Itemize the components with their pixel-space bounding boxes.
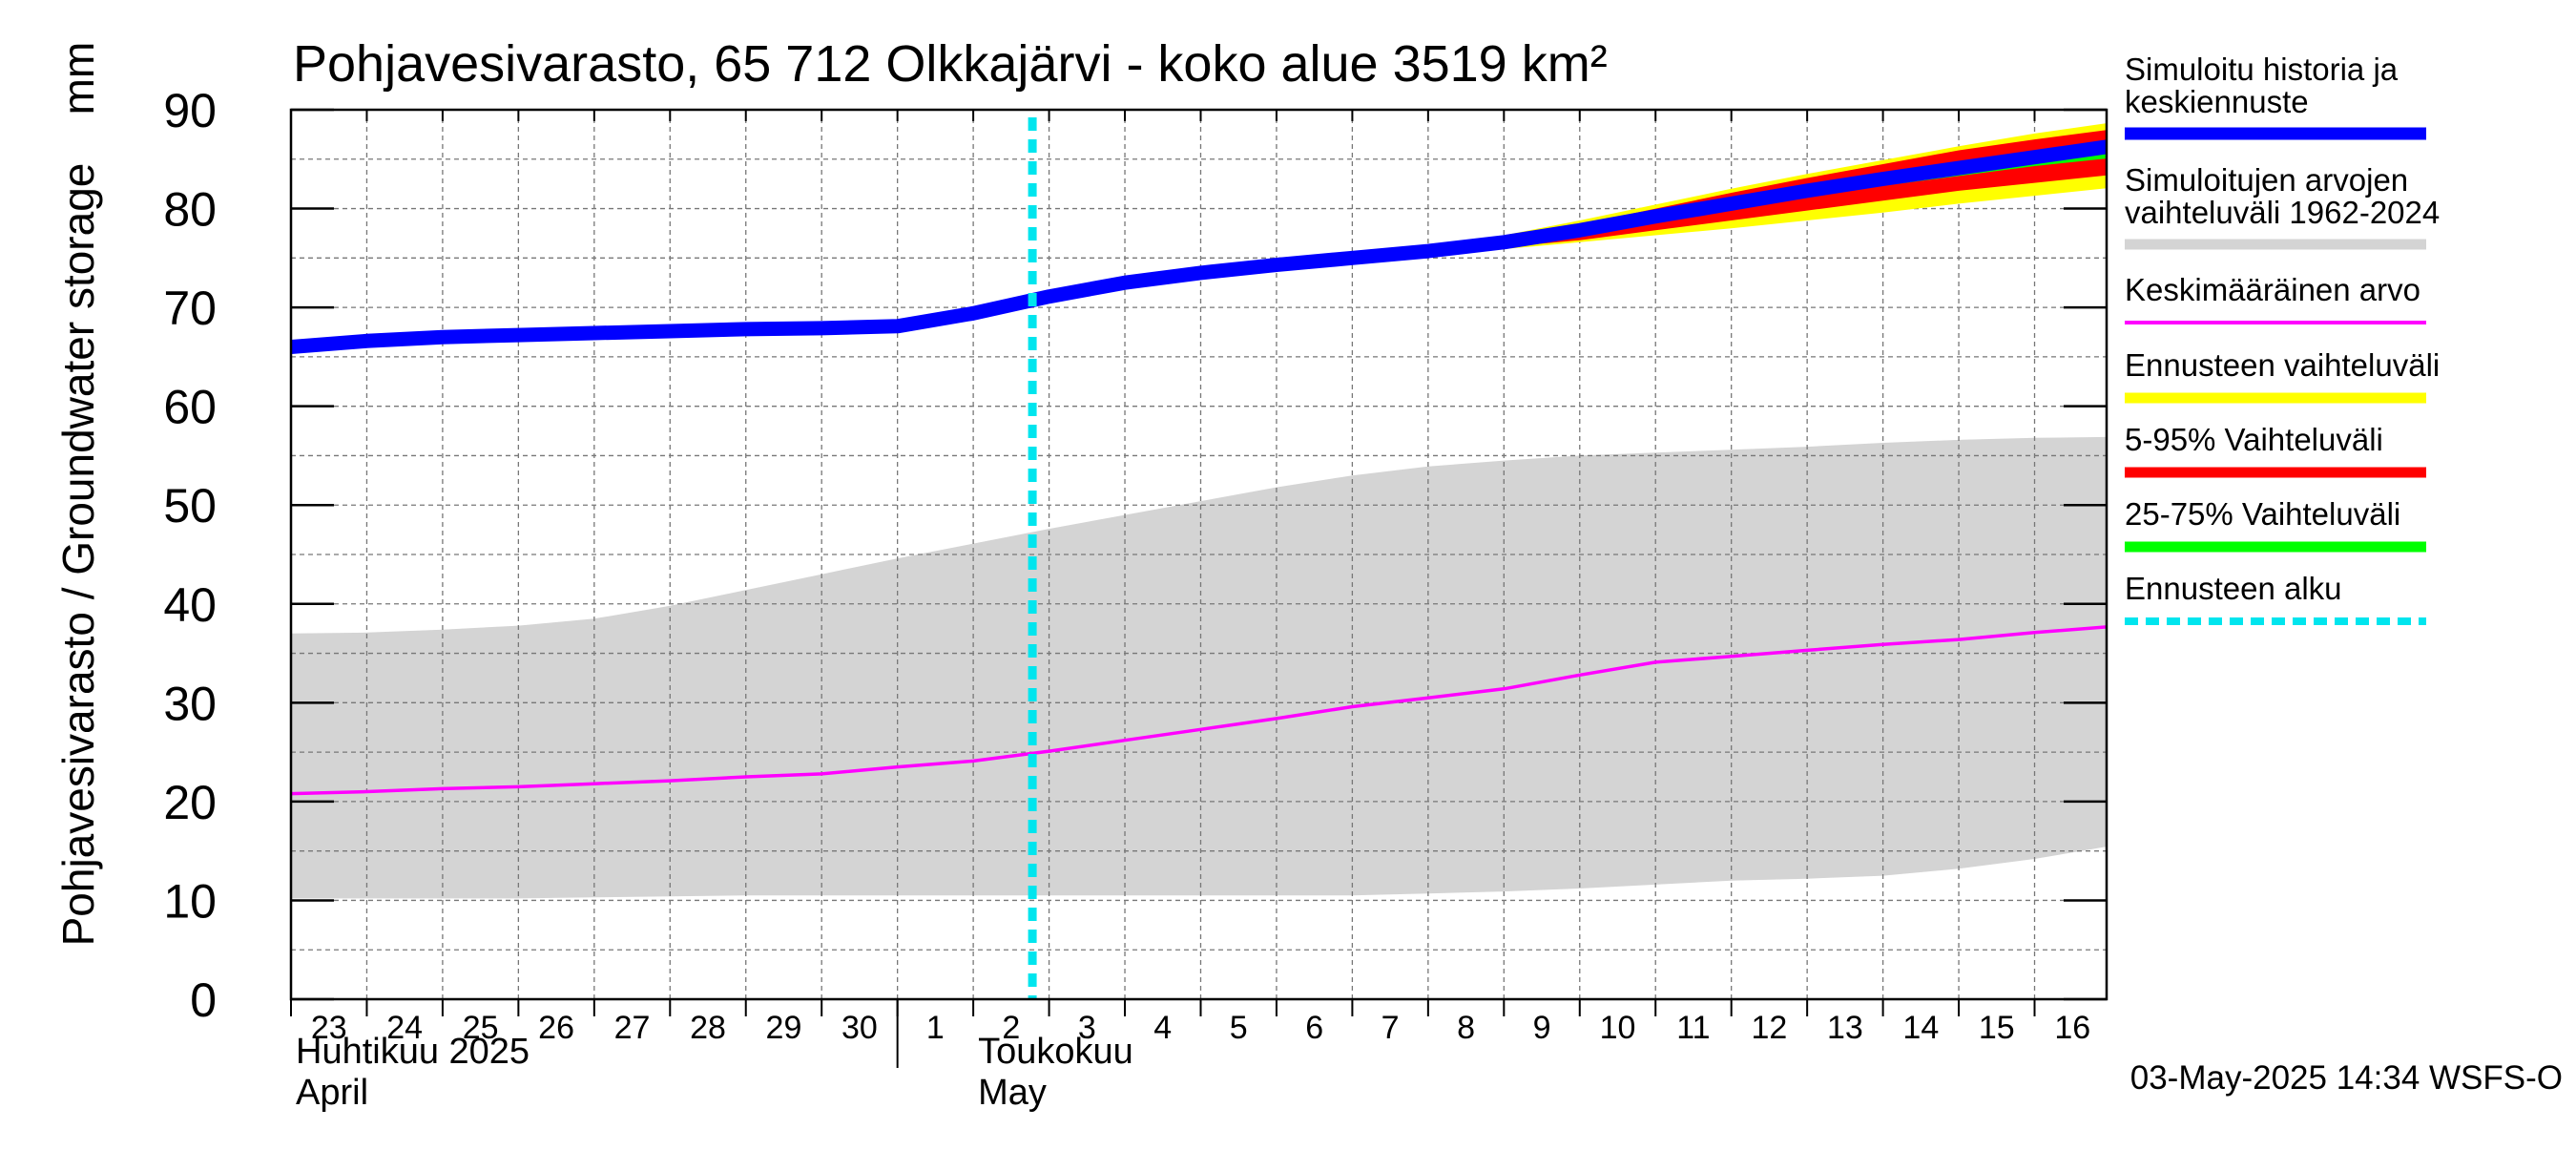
x-tick-label: 23 [311,1010,347,1046]
y-tick-label: 10 [163,874,217,928]
y-tick-label: 90 [163,84,217,137]
y-axis-unit: mm [53,42,103,115]
y-tick-label: 60 [163,381,217,434]
y-axis-label: Pohjavesivarasto / Groundwater storage [53,163,103,947]
y-tick-label: 70 [163,282,217,335]
x-tick-label: 8 [1457,1010,1475,1046]
x-tick-label: 11 [1676,1010,1710,1046]
y-tick-label: 50 [163,479,217,533]
x-tick-label: 3 [1078,1010,1096,1046]
plot-frame [289,108,2109,1001]
x-tick-label: 29 [766,1010,802,1046]
timestamp: 03-May-2025 14:34 WSFS-O [2130,1059,2563,1097]
x-tick-label: 27 [614,1010,651,1046]
legend-label: Simuloitujen arvojen [2125,162,2408,198]
mean-line [291,625,2107,796]
chart-title: Pohjavesivarasto, 65 712 Olkkajärvi - ko… [293,35,1608,93]
legend-label: Keskimääräinen arvo [2125,272,2420,307]
x-tick-label: 2 [1002,1010,1020,1046]
x-tick-label: 28 [690,1010,726,1046]
history-line [291,139,2107,354]
p5-95-band [1352,130,2107,259]
month-label: Toukokuu [978,1032,1133,1072]
y-tick-label: 80 [163,183,217,237]
x-tick-label: 5 [1230,1010,1248,1046]
x-tick-label: 9 [1533,1010,1551,1046]
x-tick-label: 24 [386,1010,423,1046]
x-tick-label: 6 [1305,1010,1323,1046]
forecast-range-band [1352,123,2107,259]
legend-label: 25-75% Vaihteluväli [2125,496,2400,532]
x-tick-label: 15 [1979,1010,2015,1046]
legend-label: Ennusteen vaihteluväli [2125,347,2440,383]
x-tick-label: 7 [1381,1010,1400,1046]
x-tick-label: 14 [1902,1010,1939,1046]
hist-range-band [291,436,2107,899]
x-tick-label: 10 [1600,1010,1636,1046]
x-tick-label: 16 [2054,1010,2090,1046]
x-tick-label: 13 [1827,1010,1863,1046]
y-tick-label: 40 [163,578,217,632]
legend-label: 5-95% Vaihteluväli [2125,422,2383,457]
x-tick-label: 26 [538,1010,574,1046]
x-tick-label: 25 [463,1010,499,1046]
y-tick-label: 30 [163,677,217,730]
x-tick-label: 12 [1752,1010,1788,1046]
legend-label: Ennusteen alku [2125,571,2342,606]
month-label-en: May [978,1073,1047,1113]
x-tick-label: 4 [1153,1010,1172,1046]
x-tick-label: 30 [841,1010,878,1046]
legend-label: Simuloitu historia ja [2125,52,2399,87]
month-label: Huhtikuu 2025 [296,1032,530,1072]
legend-label-line2: keskiennuste [2125,84,2309,119]
x-tick-label: 1 [926,1010,945,1046]
month-label-en: April [296,1073,368,1113]
legend-label-line2: vaihteluväli 1962-2024 [2125,195,2440,230]
y-tick-label: 0 [190,973,217,1027]
y-tick-label: 20 [163,776,217,829]
